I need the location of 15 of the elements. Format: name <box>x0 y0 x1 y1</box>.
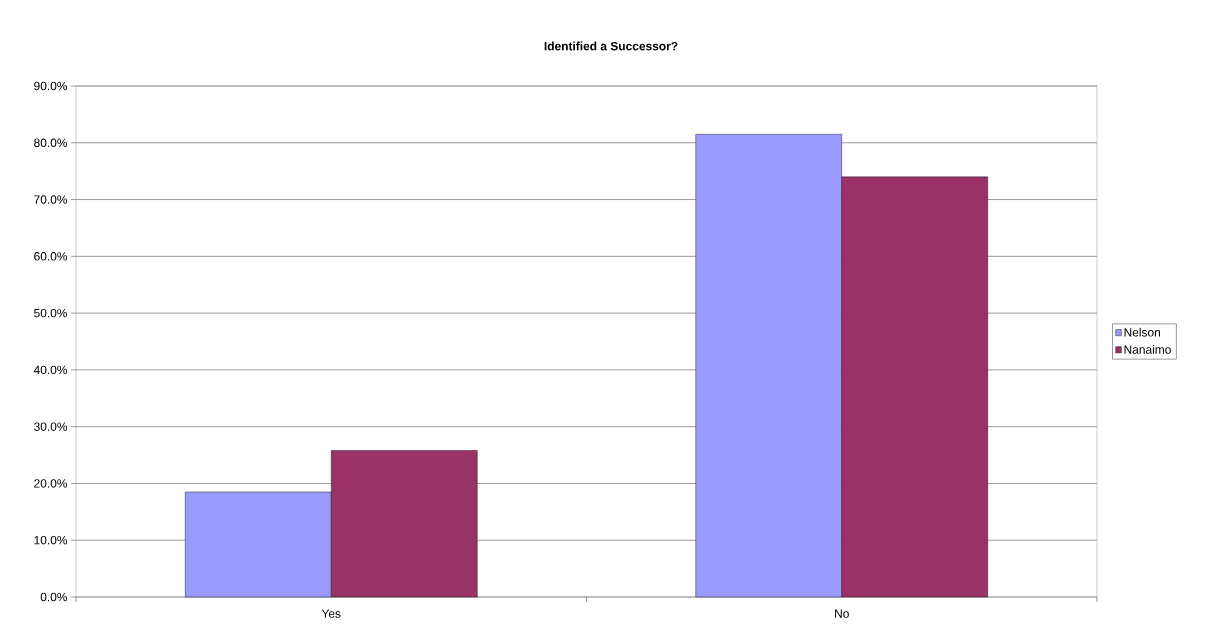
y-tick-label: 40.0% <box>33 365 68 375</box>
chart-title: Identified a Successor? <box>544 41 678 51</box>
x-tick-label: Yes <box>321 609 341 618</box>
y-tick-label: 0.0% <box>40 592 68 602</box>
y-tick-label: 90.0% <box>34 81 68 91</box>
y-tick-label: 80.0% <box>34 138 68 147</box>
x-tick-label: No <box>835 609 849 618</box>
y-tick-label: 60.0% <box>34 252 68 261</box>
y-tick-label: 10.0% <box>34 535 68 545</box>
legend-label: Nanaimo <box>1124 345 1171 354</box>
y-tick-label: 30.0% <box>34 422 68 431</box>
y-tick-label: 70.0% <box>34 195 68 204</box>
legend-label: Nelson <box>1124 327 1160 337</box>
y-tick-label: 50.0% <box>34 308 68 318</box>
y-tick-label: 20.0% <box>34 479 68 488</box>
